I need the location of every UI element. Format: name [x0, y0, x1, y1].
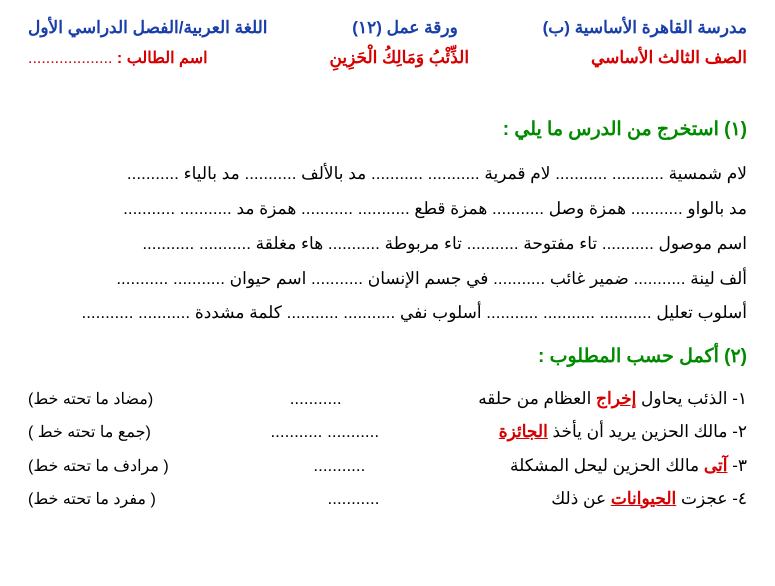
extract-line-1: لام شمسية ........... ........... لام قم… — [28, 157, 747, 192]
subject-term: اللغة العربية/الفصل الدراسي الأول — [28, 18, 267, 38]
item4-dots[interactable]: ........... — [328, 482, 380, 515]
school-name: مدرسة القاهرة الأساسية (ب) — [543, 18, 747, 38]
item3-note: ( مرادف ما تحته خط) — [28, 451, 169, 482]
fill-item-2: ٢- مالك الحزين يريد أن يأخذ الجائزة ....… — [28, 415, 747, 448]
section2-title: (٢) أكمل حسب المطلوب : — [28, 345, 747, 368]
item2-dots[interactable]: ........... ........... — [270, 415, 379, 448]
item4-note: ( مفرد ما تحته خط) — [28, 484, 156, 515]
item1-post: العظام من حلقه — [478, 389, 596, 408]
fill-item-3: ٣- آتى مالك الحزين ليحل المشكلة ........… — [28, 449, 747, 482]
item2-note: (جمع ما تحته خط ) — [28, 417, 151, 448]
student-name-field[interactable]: اسم الطالب : ................... — [28, 48, 208, 68]
fill-item-1: ١- الذئب يحاول إخراج العظام من حلقه ....… — [28, 382, 747, 415]
item4-post: عن ذلك — [551, 489, 611, 508]
item1-pre: ١- الذئب يحاول — [636, 389, 747, 408]
worksheet-number: ورقة عمل (١٢) — [352, 18, 458, 38]
item2-pre: ٢- مالك الحزين يريد أن يأخذ — [548, 422, 747, 441]
item3-keyword: آتى — [704, 456, 728, 475]
item1-dots[interactable]: ........... — [290, 382, 342, 415]
grade-level: الصف الثالث الأساسي — [591, 48, 747, 68]
item3-dots[interactable]: ........... — [313, 449, 365, 482]
extract-line-4: ألف لينة ........... ضمير غائب .........… — [28, 262, 747, 297]
fill-item-4: ٤- عجزت الحيوانات عن ذلك ........... ( م… — [28, 482, 747, 515]
item4-pre: ٤- عجزت — [676, 489, 747, 508]
student-dots: ................... — [28, 50, 112, 67]
item3-post: مالك الحزين ليحل المشكلة — [510, 456, 704, 475]
item4-keyword: الحيوانات — [611, 489, 676, 508]
item1-note: (مضاد ما تحته خط) — [28, 384, 153, 415]
lesson-title: الذِّئْبُ وَمَالِكُ الْحَزِينِ — [329, 48, 469, 68]
item1-keyword: إخراج — [596, 389, 636, 408]
section1-title: (١) استخرج من الدرس ما يلي : — [28, 118, 747, 141]
student-label: اسم الطالب : — [117, 50, 208, 67]
extract-line-5: أسلوب تعليل ........... ........... ....… — [28, 296, 747, 331]
item3-pre: ٣- — [727, 456, 747, 475]
item2-keyword: الجائزة — [499, 422, 548, 441]
extract-line-3: اسم موصول ........... تاء مفتوحة .......… — [28, 227, 747, 262]
extract-line-2: مد بالواو ........... همزة وصل .........… — [28, 192, 747, 227]
